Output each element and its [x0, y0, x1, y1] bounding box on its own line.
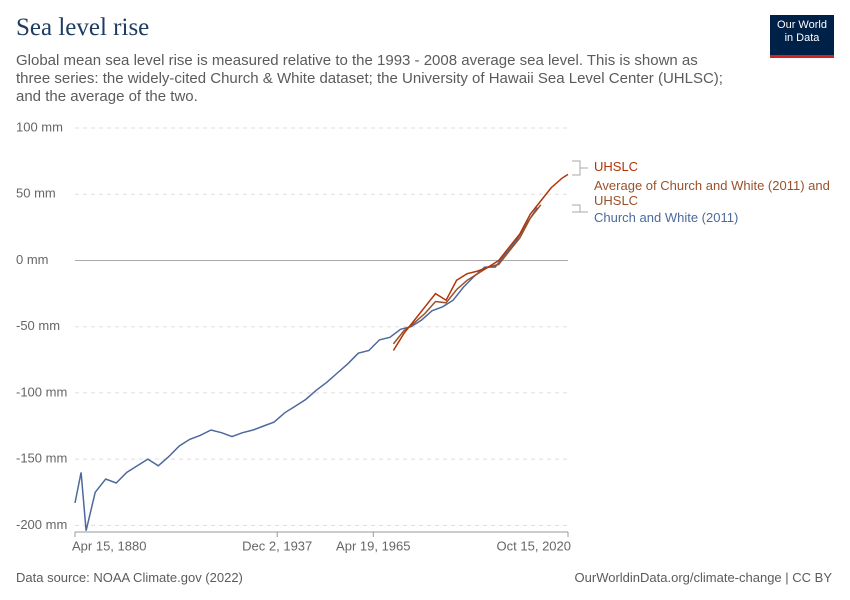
y-tick-label: -50 mm — [16, 318, 60, 333]
series-line — [392, 204, 542, 345]
footer-link[interactable]: OurWorldinData.org/climate-change | CC B… — [574, 570, 832, 585]
y-tick-label: -150 mm — [16, 451, 67, 466]
x-tick-label: Apr 19, 1965 — [336, 538, 410, 553]
chart-title: Sea level rise — [16, 14, 150, 41]
logo-text: in Data — [784, 32, 820, 44]
logo-text: Our World — [777, 19, 827, 31]
series-line — [74, 207, 538, 531]
logo[interactable]: Our World in Data — [770, 15, 834, 58]
legend-connector — [572, 160, 588, 213]
y-tick-label: -100 mm — [16, 384, 67, 399]
y-tick-label: -200 mm — [16, 517, 67, 532]
y-tick-label: 50 mm — [16, 186, 56, 201]
x-tick-label: Apr 15, 1880 — [72, 538, 146, 553]
legend-label[interactable]: Church and White (2011) — [594, 210, 739, 225]
x-tick-label: Dec 2, 1937 — [242, 538, 312, 553]
series-line — [392, 173, 569, 351]
legend-label[interactable]: UHSLC — [594, 159, 639, 174]
y-tick-label: 0 mm — [16, 252, 49, 267]
legend-label[interactable]: Average of Church and White (2011) and U… — [594, 178, 830, 208]
source: Data source: NOAA Climate.gov (2022) — [16, 570, 243, 585]
x-tick-label: Oct 15, 2020 — [497, 538, 571, 553]
y-tick-label: 100 mm — [16, 119, 63, 134]
chart-subtitle: Global mean sea level rise is measured r… — [16, 52, 723, 105]
